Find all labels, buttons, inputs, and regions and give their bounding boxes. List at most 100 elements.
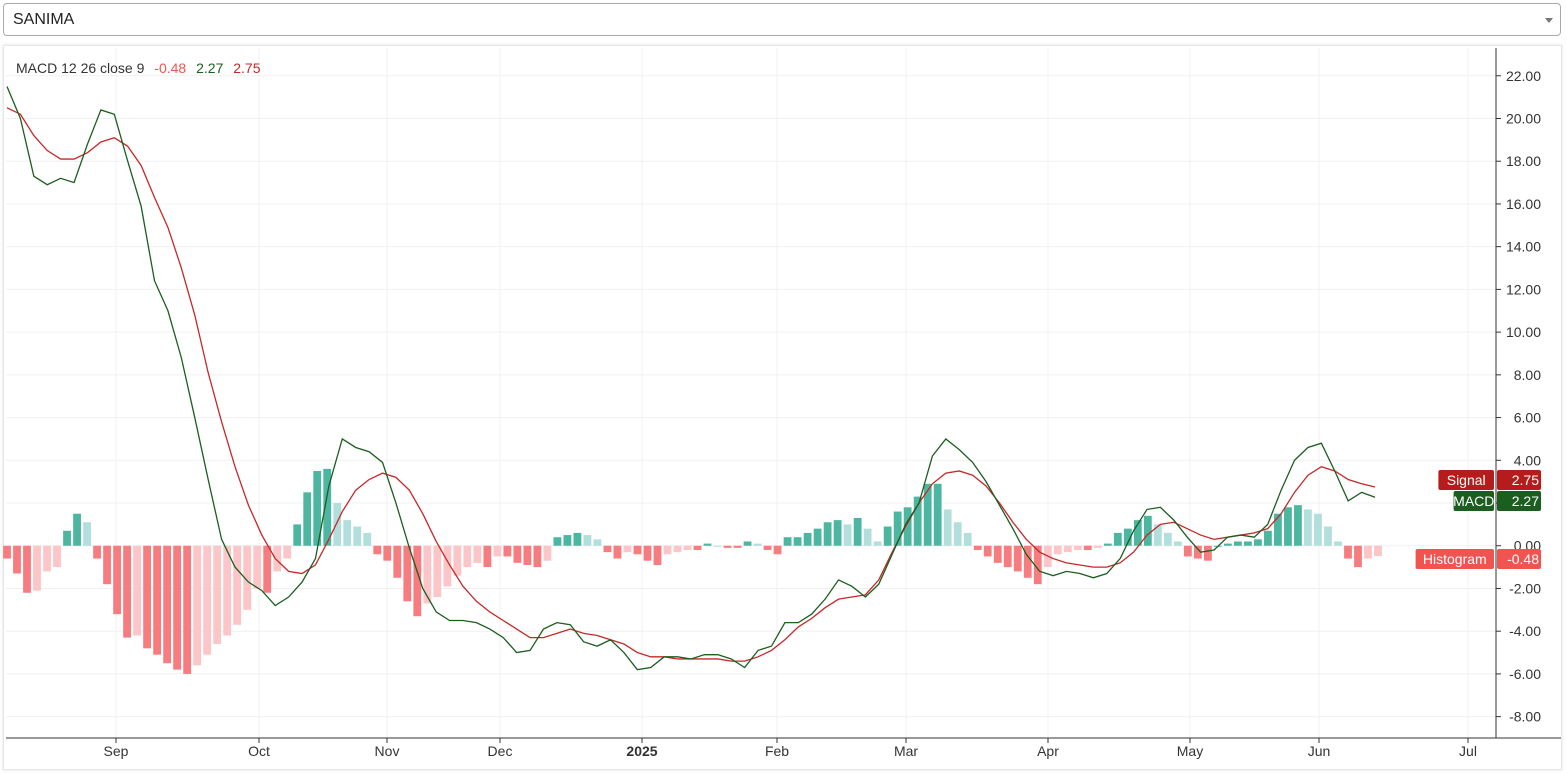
histogram-bar bbox=[323, 468, 332, 546]
time-axis-label: 2025 bbox=[626, 743, 657, 759]
time-axis-label: Feb bbox=[765, 743, 789, 759]
histogram-bar bbox=[403, 545, 412, 602]
histogram-bar bbox=[703, 543, 712, 546]
chevron-down-icon bbox=[1545, 18, 1553, 23]
histogram-bar bbox=[623, 545, 632, 553]
symbol-select[interactable]: SANIMA bbox=[3, 3, 1561, 36]
histogram-bar bbox=[1183, 545, 1192, 557]
price-axis-label: -2.00 bbox=[1509, 580, 1541, 596]
legend-signal-value: 2.75 bbox=[233, 60, 261, 76]
price-axis-label: 8.00 bbox=[1514, 367, 1541, 383]
histogram-bar bbox=[593, 539, 602, 546]
time-axis: Sep Oct Nov Dec 2025 Feb Mar Apr May Jun Jul bbox=[104, 738, 1477, 759]
histogram-bar bbox=[463, 545, 472, 568]
histogram-bar bbox=[183, 545, 192, 674]
histogram-bar bbox=[13, 545, 21, 574]
histogram-bar bbox=[483, 545, 492, 568]
histogram-bar bbox=[1083, 545, 1092, 551]
histogram-bar bbox=[913, 496, 922, 546]
time-axis-label: Oct bbox=[248, 743, 270, 759]
histogram-name-badge bbox=[1415, 549, 1494, 569]
histogram-bar bbox=[713, 545, 722, 547]
histogram-bar bbox=[733, 545, 742, 548]
histogram-bar bbox=[1093, 545, 1102, 548]
price-axis-label: 14.00 bbox=[1506, 239, 1541, 255]
chart-grid bbox=[6, 48, 1496, 738]
histogram-bar bbox=[1133, 520, 1142, 546]
histogram-bar bbox=[573, 532, 582, 546]
value-badges: Signal 2.75 MACD 2.27 Histogram -0.48 bbox=[1415, 470, 1541, 569]
histogram-bar bbox=[613, 545, 622, 559]
histogram-bar bbox=[1023, 545, 1032, 578]
time-axis-label: May bbox=[1177, 743, 1203, 759]
histogram-bar bbox=[963, 532, 972, 546]
price-axis-label: 20.00 bbox=[1506, 110, 1541, 126]
price-axis-label: -4.00 bbox=[1509, 623, 1541, 639]
histogram-bar bbox=[133, 545, 141, 636]
histogram-bar bbox=[1314, 513, 1322, 546]
histogram-bar bbox=[263, 545, 272, 593]
histogram-bar bbox=[453, 545, 462, 576]
histogram-bar bbox=[883, 526, 892, 546]
histogram-bar bbox=[993, 545, 1002, 563]
histogram-bar bbox=[1053, 545, 1062, 555]
histogram-bar bbox=[603, 545, 612, 553]
histogram-bar bbox=[843, 524, 852, 546]
histogram-bar bbox=[773, 545, 782, 555]
histogram-bar bbox=[763, 545, 772, 551]
price-axis-label: -6.00 bbox=[1509, 666, 1541, 682]
histogram-bar bbox=[223, 545, 232, 636]
histogram-bar bbox=[153, 545, 162, 655]
price-axis-label: 16.00 bbox=[1506, 196, 1541, 212]
price-axis: 22.00 20.00 18.00 16.00 14.00 12.00 10.00 8.00 6… bbox=[1496, 68, 1541, 725]
signal-name-badge-label: Signal bbox=[1447, 472, 1486, 488]
histogram-bar bbox=[83, 522, 91, 546]
histogram-bar bbox=[1233, 541, 1242, 546]
legend-label: MACD 12 26 close 9 bbox=[16, 60, 145, 76]
histogram-bar bbox=[1153, 524, 1162, 546]
histogram-bar bbox=[433, 545, 442, 598]
histogram-bar bbox=[473, 545, 482, 563]
time-axis-label: Jul bbox=[1459, 743, 1477, 759]
time-axis-label: Sep bbox=[104, 743, 129, 759]
time-axis-label: Jun bbox=[1308, 743, 1331, 759]
price-axis-label: 6.00 bbox=[1514, 410, 1541, 426]
macd-name-badge bbox=[1453, 491, 1494, 511]
histogram-bar bbox=[933, 483, 942, 546]
histogram-bar bbox=[633, 545, 642, 555]
histogram-bar bbox=[273, 545, 282, 572]
histogram-bar bbox=[383, 545, 392, 561]
histogram-bar bbox=[193, 545, 202, 666]
histogram-bar bbox=[973, 545, 982, 551]
histogram-bar bbox=[293, 524, 302, 546]
histogram-bar bbox=[1193, 545, 1202, 559]
histogram-bar bbox=[93, 545, 101, 559]
signal-name-badge bbox=[1438, 470, 1494, 490]
price-axis-label: 22.00 bbox=[1506, 68, 1541, 84]
legend-histogram-value: -0.48 bbox=[154, 60, 187, 76]
histogram-bar bbox=[143, 545, 152, 649]
histogram-bar bbox=[253, 545, 262, 589]
histogram-bar bbox=[113, 545, 121, 615]
price-axis-label: 12.00 bbox=[1506, 281, 1541, 297]
histogram-bar bbox=[1334, 541, 1342, 546]
histogram-bar bbox=[313, 470, 322, 546]
macd-line bbox=[6, 86, 1376, 671]
histogram-bar bbox=[363, 532, 372, 546]
histogram-bar bbox=[103, 545, 111, 585]
histogram-bar bbox=[1113, 532, 1122, 546]
histogram-bar bbox=[863, 528, 872, 546]
histogram-bar bbox=[1013, 545, 1022, 572]
histogram-bar bbox=[1073, 545, 1082, 551]
histogram-bar bbox=[873, 541, 882, 546]
histogram-bar bbox=[203, 545, 212, 655]
histogram-bar bbox=[333, 503, 342, 546]
histogram-bar bbox=[43, 545, 51, 572]
histogram-bar bbox=[213, 545, 222, 645]
histogram-bar bbox=[783, 537, 792, 546]
histogram-bar bbox=[173, 545, 182, 670]
histogram-bar bbox=[1284, 507, 1292, 546]
histogram-bar bbox=[583, 535, 592, 546]
histogram-bar bbox=[813, 528, 822, 546]
